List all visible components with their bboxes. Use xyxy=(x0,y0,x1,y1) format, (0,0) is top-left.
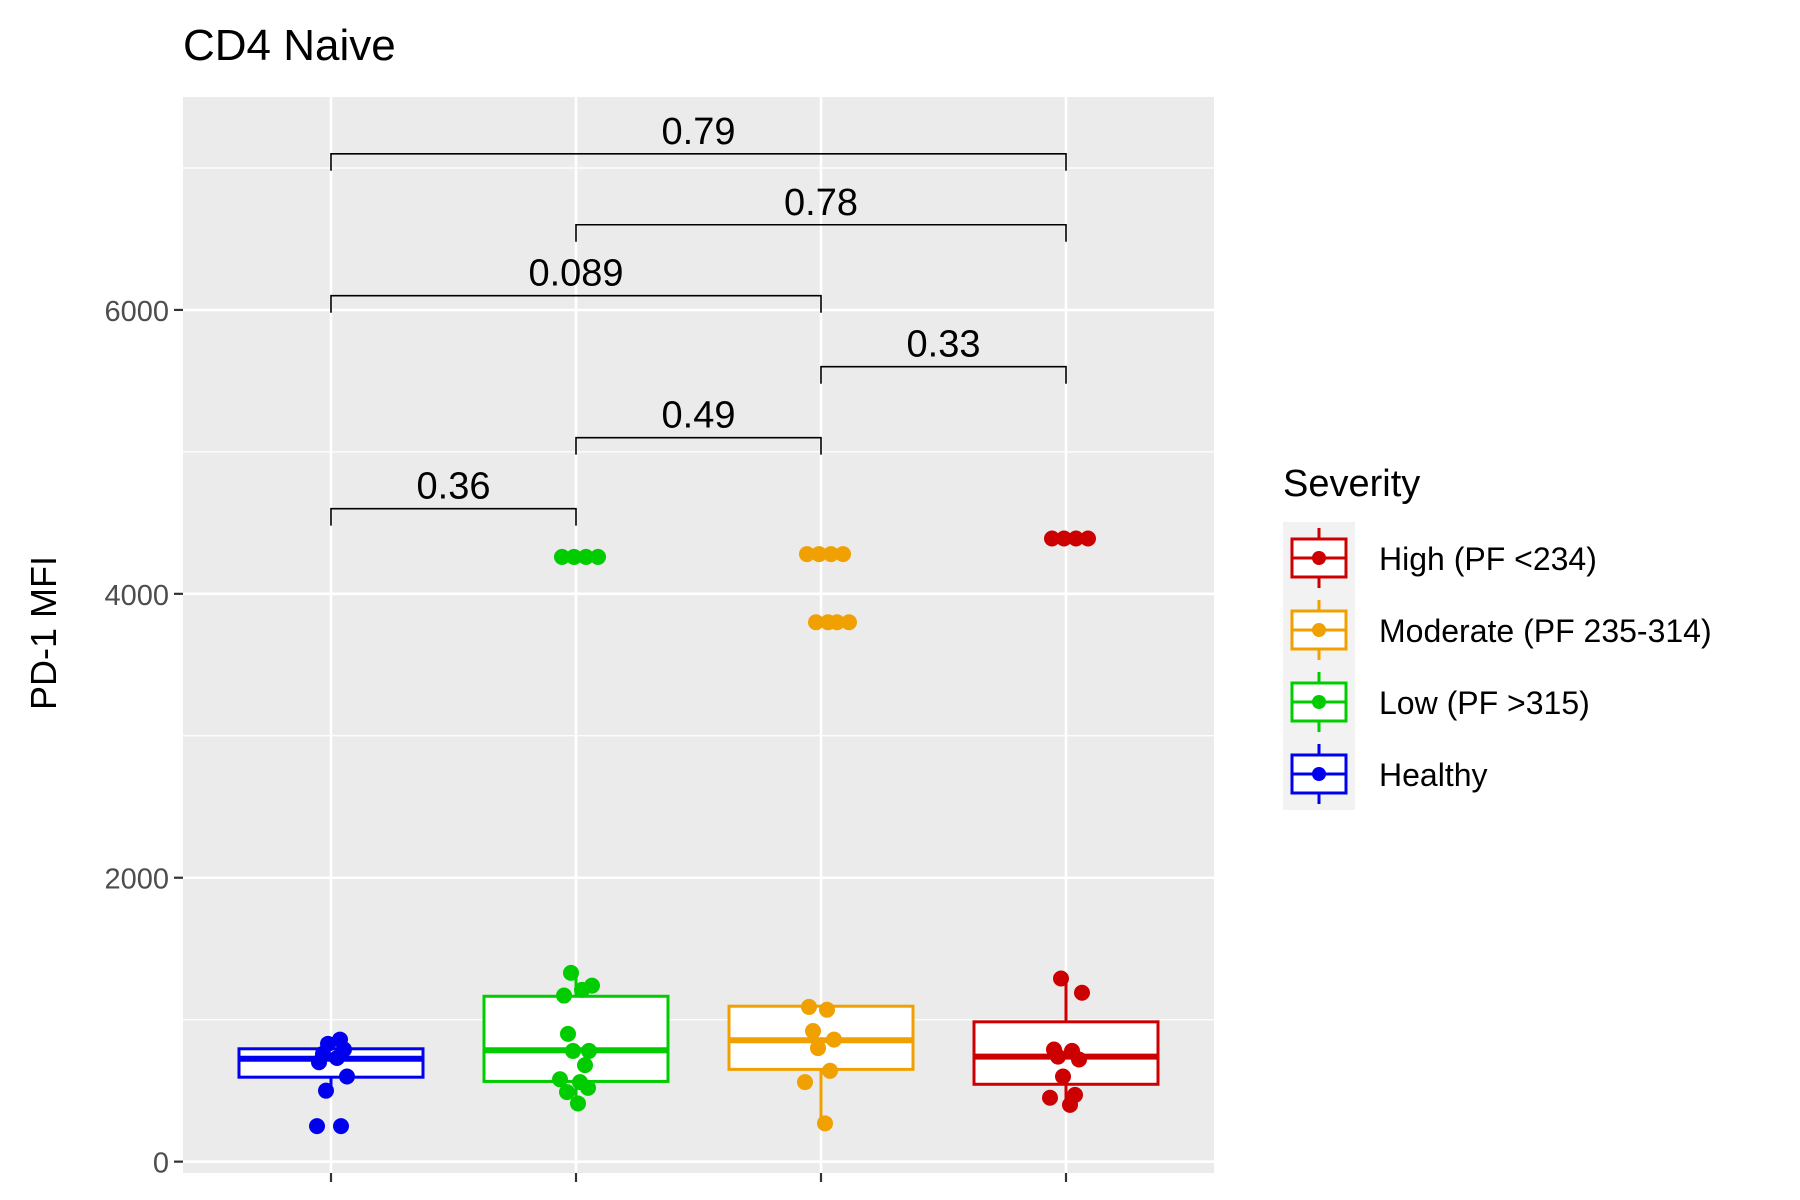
y-tick-label: 2000 xyxy=(104,864,169,896)
data-point xyxy=(801,998,817,1015)
legend-point xyxy=(1312,623,1326,637)
boxplots xyxy=(237,530,1160,1135)
data-point xyxy=(1053,970,1069,987)
data-point xyxy=(1071,1051,1087,1068)
data-point xyxy=(805,1023,821,1040)
y-axis-label: PD-1 MFI xyxy=(23,556,64,710)
comparison-bracket: 0.36 xyxy=(330,466,577,526)
data-point xyxy=(1074,984,1090,1001)
data-point xyxy=(1042,1089,1058,1106)
boxplot-moderate xyxy=(727,546,915,1132)
data-point xyxy=(819,1001,835,1018)
boxplot-healthy xyxy=(237,1031,425,1135)
p-value-label: 0.089 xyxy=(528,253,623,295)
comparison-bracket: 0.33 xyxy=(820,324,1067,384)
legend-point xyxy=(1312,551,1326,565)
data-point xyxy=(559,1084,575,1101)
data-point xyxy=(339,1068,355,1085)
data-point xyxy=(810,1040,826,1057)
data-point xyxy=(580,1079,596,1096)
data-point xyxy=(570,1095,586,1112)
boxplot-low xyxy=(482,548,670,1112)
data-point xyxy=(552,1071,568,1088)
data-point xyxy=(1080,530,1096,547)
boxplot-high xyxy=(972,530,1160,1113)
bracket-line xyxy=(575,436,822,455)
data-point xyxy=(822,1062,838,1079)
data-point xyxy=(841,614,857,631)
data-point xyxy=(808,614,824,631)
y-tick-label: 0 xyxy=(153,1148,169,1180)
x-axis xyxy=(329,1173,1068,1182)
data-point xyxy=(581,1042,597,1059)
y-tick-label: 4000 xyxy=(104,580,169,612)
data-point xyxy=(1050,1048,1066,1065)
p-value-label: 0.79 xyxy=(662,111,736,153)
data-point xyxy=(823,546,839,563)
legend-label: Healthy xyxy=(1379,757,1488,793)
data-point xyxy=(1062,1096,1078,1113)
data-point xyxy=(817,1115,833,1132)
data-point xyxy=(1056,530,1072,547)
p-value-label: 0.78 xyxy=(784,182,858,224)
data-point xyxy=(797,1074,813,1091)
chart-title: CD4 Naive xyxy=(183,21,396,70)
bracket-line xyxy=(330,507,577,526)
data-point xyxy=(826,1031,842,1048)
data-point xyxy=(563,964,579,981)
legend: Severity High (PF <234) Moderate (PF 235-… xyxy=(1283,463,1712,810)
legend-label: Low (PF >315) xyxy=(1379,685,1590,721)
data-point xyxy=(577,1057,593,1074)
data-point xyxy=(799,546,815,563)
data-point xyxy=(332,1031,348,1048)
y-tick-label: 6000 xyxy=(104,296,169,328)
legend-item: Moderate (PF 235-314) xyxy=(1290,600,1712,660)
bracket-line xyxy=(820,365,1067,384)
legend-title: Severity xyxy=(1283,463,1420,505)
data-point xyxy=(320,1035,336,1052)
data-point xyxy=(829,614,845,631)
comparison-bracket: 0.49 xyxy=(575,395,822,455)
bracket-line xyxy=(330,294,822,313)
p-value-label: 0.33 xyxy=(907,324,981,366)
data-point xyxy=(590,548,606,565)
data-point xyxy=(1044,530,1060,547)
comparison-bracket: 0.089 xyxy=(330,253,822,313)
data-point xyxy=(333,1118,349,1135)
data-point xyxy=(574,981,590,998)
comparison-brackets: 0.36 0.49 0.33 0.089 0.78 0.79 xyxy=(330,111,1067,526)
p-value-label: 0.36 xyxy=(417,466,491,508)
data-point xyxy=(811,546,827,563)
bracket-line xyxy=(330,152,1067,171)
data-point xyxy=(556,987,572,1004)
legend-label: High (PF <234) xyxy=(1379,541,1597,577)
legend-item: High (PF <234) xyxy=(1290,528,1597,588)
data-point xyxy=(566,548,582,565)
data-point xyxy=(578,548,594,565)
box xyxy=(482,994,670,1083)
plot-panel xyxy=(183,97,1214,1173)
comparison-bracket: 0.78 xyxy=(575,182,1067,242)
data-point xyxy=(835,546,851,563)
p-value-label: 0.49 xyxy=(662,395,736,437)
legend-item: Healthy xyxy=(1290,744,1488,804)
legend-item: Low (PF >315) xyxy=(1290,672,1590,732)
data-point xyxy=(554,548,570,565)
legend-point xyxy=(1312,695,1326,709)
data-point xyxy=(565,1042,581,1059)
bracket-line xyxy=(575,223,1067,242)
data-point xyxy=(1068,530,1084,547)
data-point xyxy=(1055,1068,1071,1085)
legend-label: Moderate (PF 235-314) xyxy=(1379,613,1712,649)
data-point xyxy=(560,1025,576,1042)
comparison-bracket: 0.79 xyxy=(330,111,1067,171)
legend-point xyxy=(1312,767,1326,781)
data-point xyxy=(318,1082,334,1099)
y-axis: 0 2000 4000 6000 xyxy=(104,296,183,1180)
data-point xyxy=(309,1118,325,1135)
